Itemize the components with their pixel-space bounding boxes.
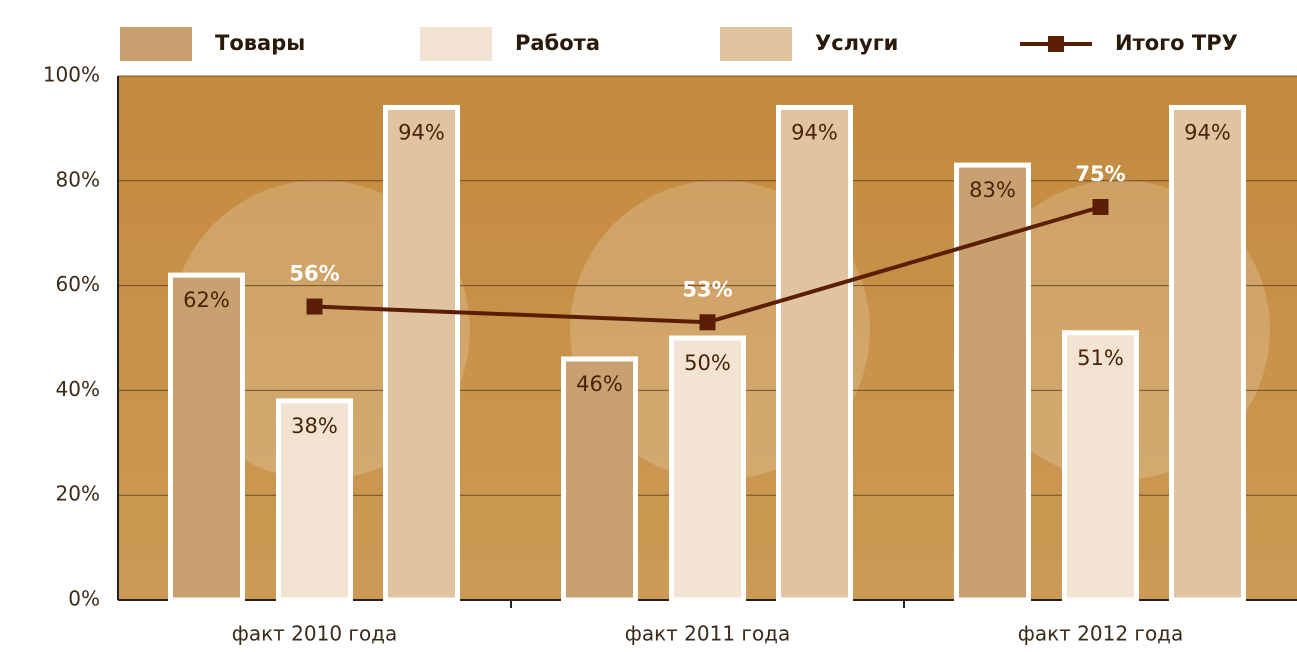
bar-value-label: 62% [183, 288, 230, 312]
bar-value-label: 94% [1184, 120, 1231, 144]
x-tick-label: факт 2011 года [625, 622, 791, 646]
bar [1062, 330, 1139, 603]
y-tick-label: 20% [56, 482, 100, 506]
legend-label: Работа [515, 31, 600, 55]
bar [561, 356, 638, 603]
line-value-label: 56% [289, 262, 339, 286]
bar [1169, 104, 1246, 603]
x-tick-label: факт 2012 года [1018, 622, 1184, 646]
x-tick-label: факт 2010 года [232, 622, 398, 646]
legend-swatch [720, 27, 792, 61]
bar-value-label: 46% [576, 372, 623, 396]
bar [276, 398, 353, 603]
legend-label: Товары [215, 31, 305, 55]
line-marker [1092, 199, 1109, 215]
bar [383, 104, 460, 603]
legend-label: Услуги [815, 31, 898, 55]
legend-marker [1048, 36, 1064, 52]
bar-value-label: 83% [969, 178, 1016, 202]
bar-value-label: 51% [1077, 346, 1124, 370]
line-marker [306, 298, 323, 315]
y-tick-label: 100% [43, 63, 100, 87]
bar [776, 104, 853, 603]
bar-value-label: 38% [291, 414, 338, 438]
y-tick-label: 80% [56, 167, 100, 191]
y-tick-label: 0% [68, 587, 100, 611]
y-tick-label: 60% [56, 272, 100, 296]
y-tick-label: 40% [56, 377, 100, 401]
bar-value-label: 94% [791, 120, 838, 144]
bar-value-label: 50% [684, 351, 731, 375]
bar [669, 335, 746, 603]
legend-swatch [420, 27, 492, 61]
bar [168, 272, 245, 603]
bar [954, 162, 1031, 603]
line-value-label: 75% [1075, 162, 1125, 186]
bar-value-label: 94% [398, 120, 445, 144]
line-marker [699, 314, 716, 331]
line-value-label: 53% [682, 277, 732, 301]
legend-label: Итого ТРУ [1115, 31, 1238, 55]
legend-swatch [120, 27, 192, 61]
